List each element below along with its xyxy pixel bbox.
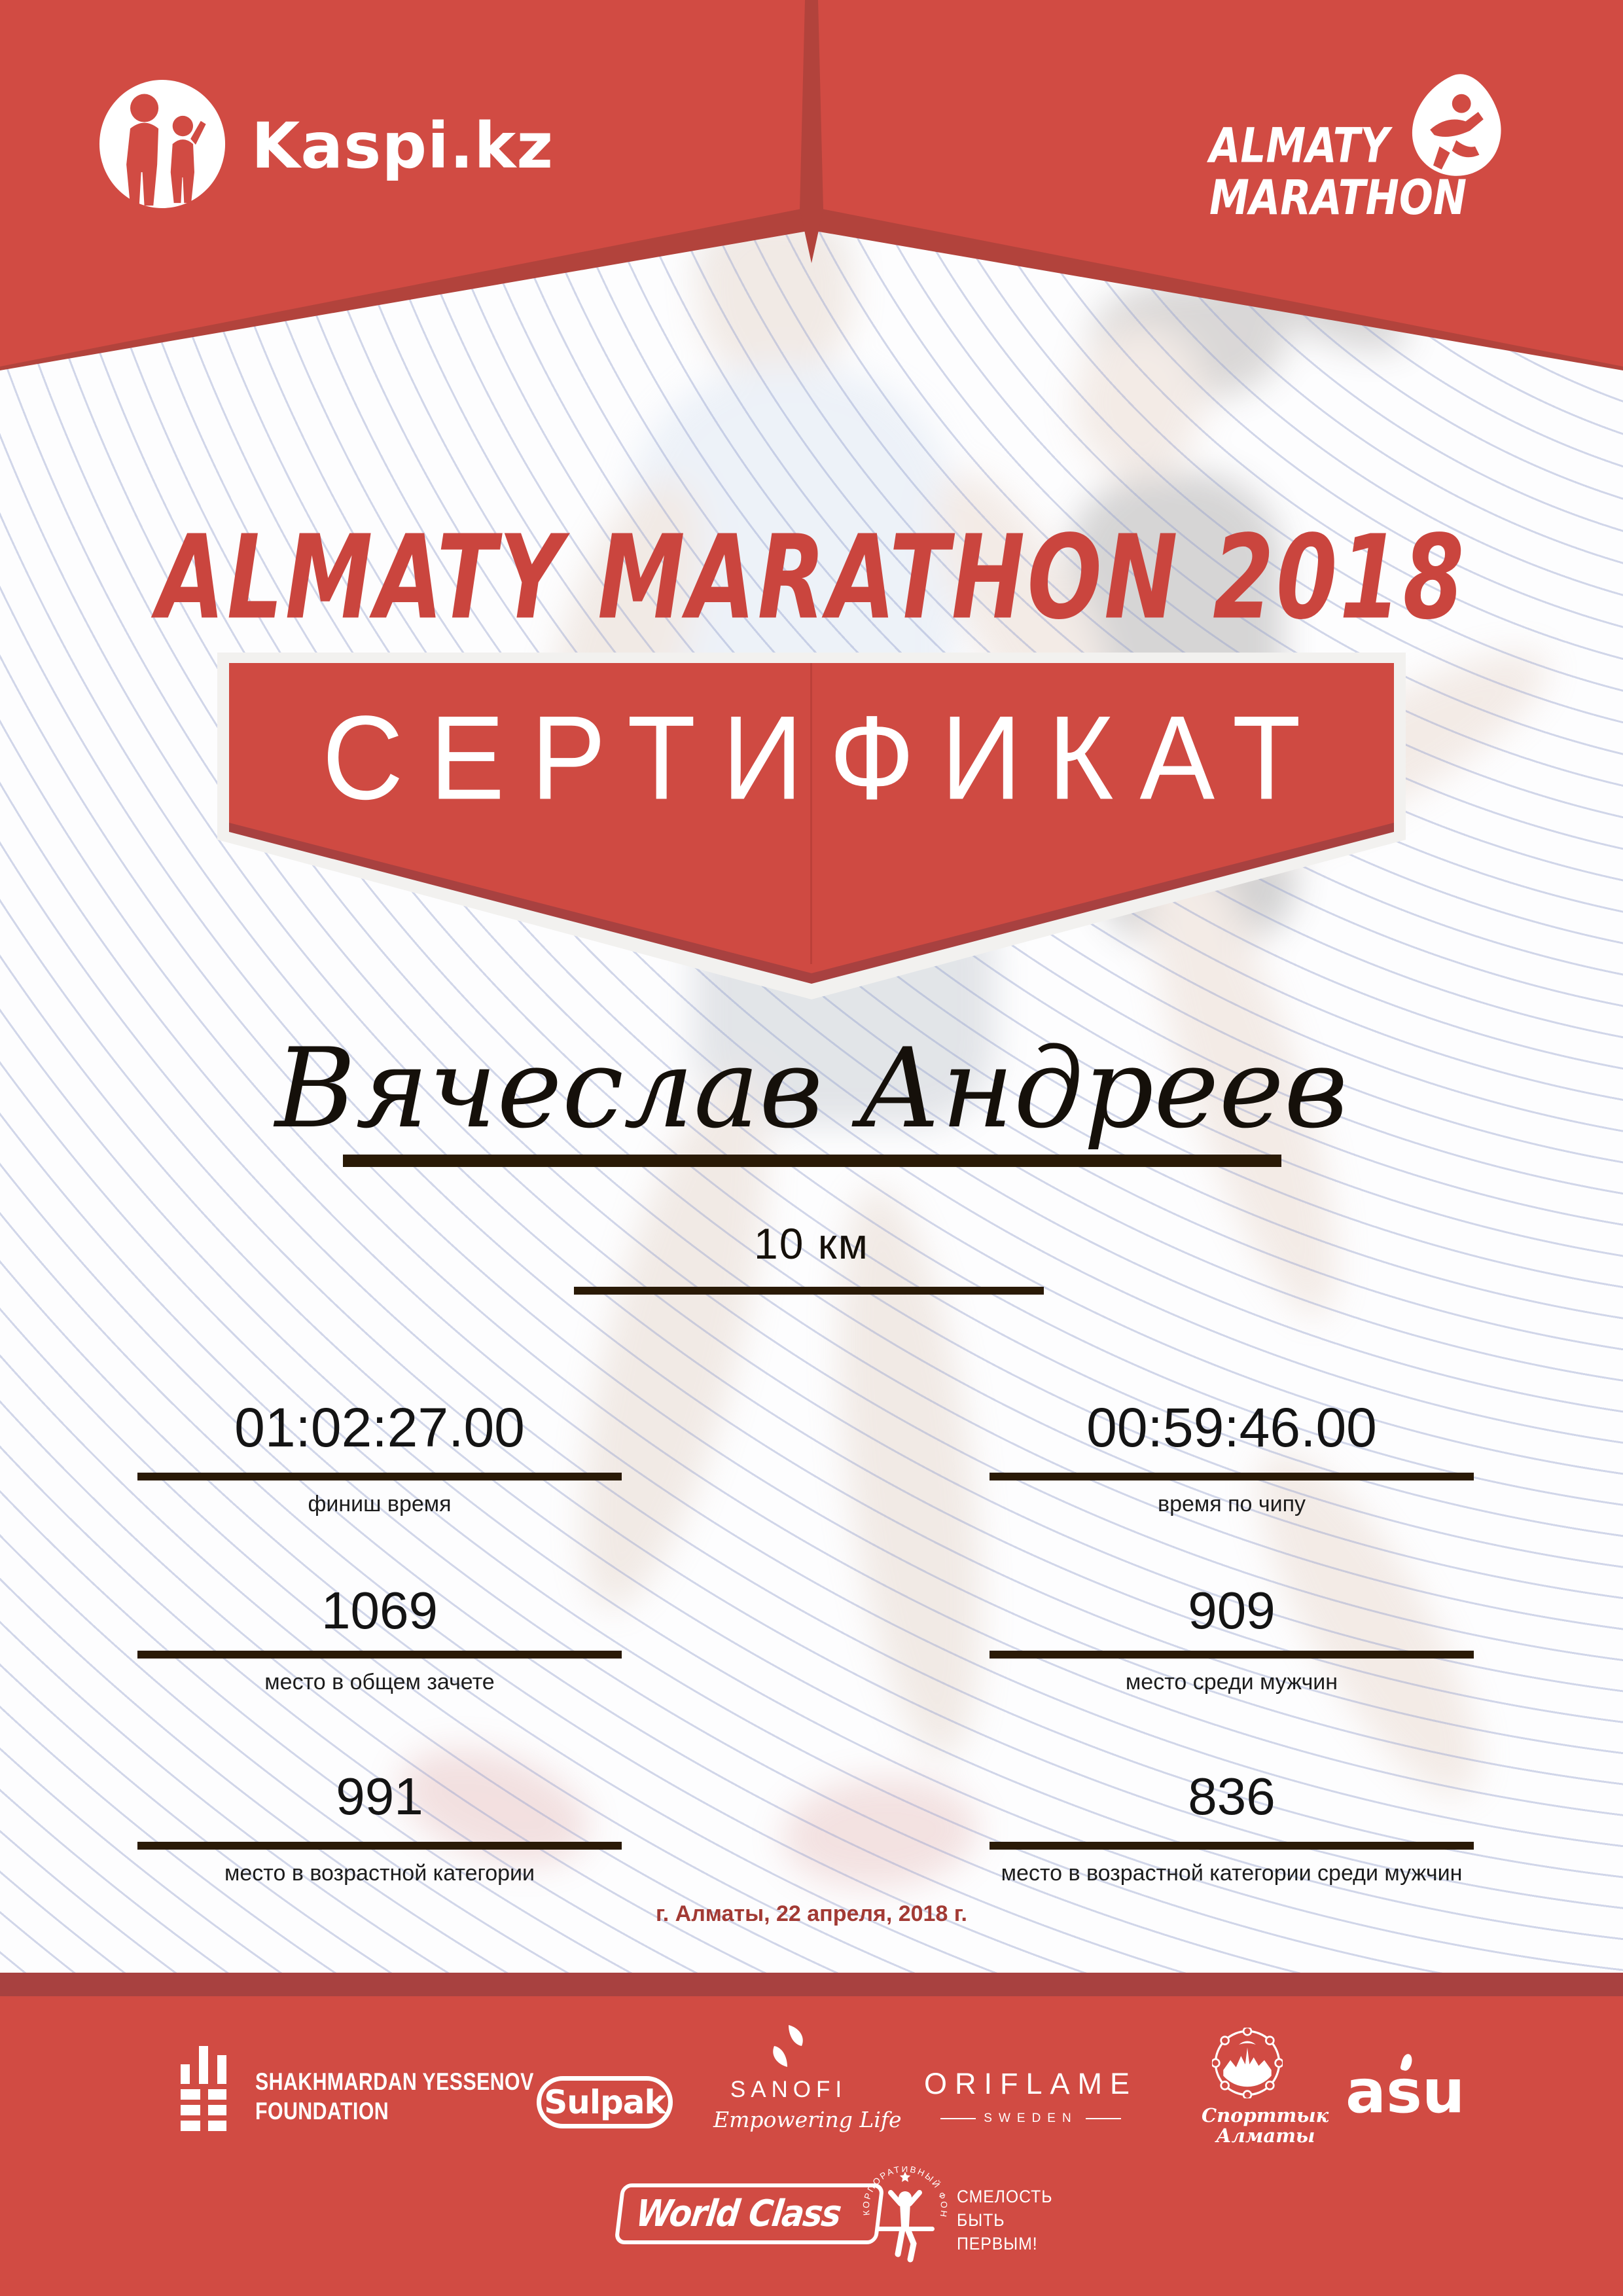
stat-overall-place-label: место в общем зачете xyxy=(264,1670,495,1695)
stat-underline xyxy=(990,1842,1474,1850)
yessenov-line2: FOUNDATION xyxy=(255,2098,389,2125)
header-ribbon: Kaspi.kz ALMATY MARATHON xyxy=(0,0,1623,471)
event-title: ALMATY MARATHON 2018 xyxy=(156,511,1467,646)
race-distance: 10 км xyxy=(754,1219,869,1268)
stat-men-place-label: место среди мужчин xyxy=(1125,1670,1338,1695)
stat-age-place-label: место в возрастной категории xyxy=(224,1861,535,1886)
certificate-banner: СЕРТИФИКАТ xyxy=(0,651,1623,1008)
almaty-marathon-runner-icon xyxy=(1402,65,1507,193)
stat-finish-time-label: финиш время xyxy=(308,1492,452,1516)
banner-crease xyxy=(810,663,812,964)
sport-almaty-line2: Алматы xyxy=(1216,2125,1315,2147)
stat-age-place-value: 991 xyxy=(336,1767,423,1825)
world-class-logo: World Class xyxy=(614,2183,885,2244)
almaty-logo-line2: MARATHON xyxy=(1209,169,1467,226)
stat-age-men-place-value: 836 xyxy=(1188,1767,1275,1825)
sanofi-logo-text: SANOFI xyxy=(730,2077,847,2102)
sanofi-tagline: Empowering Life xyxy=(713,2107,902,2132)
stat-underline xyxy=(137,1842,622,1850)
kaspi-figures-icon xyxy=(98,80,226,211)
stat-underline xyxy=(990,1651,1474,1659)
corporate-fund-runner-icon: КОРПОРАТИВНЫЙ ФОНД xyxy=(859,2159,948,2268)
stat-underline xyxy=(990,1473,1474,1480)
sulpak-logo: Sulpak xyxy=(537,2076,673,2128)
race-distance-underline xyxy=(574,1287,1044,1295)
city-date-note: г. Алматы, 22 апреля, 2018 г. xyxy=(656,1901,967,1926)
stat-men-place-value: 909 xyxy=(1188,1581,1275,1640)
footer-band xyxy=(0,1996,1623,2296)
footer-shade-strip xyxy=(0,1973,1623,1996)
sulpak-logo-text: Sulpak xyxy=(544,2083,666,2121)
stat-overall-place-value: 1069 xyxy=(321,1581,438,1640)
certificate-label: СЕРТИФИКАТ xyxy=(322,691,1327,825)
oriflame-rule-left xyxy=(940,2118,976,2119)
almaty-logo-line1: ALMATY xyxy=(1209,117,1389,173)
recipient-name-underline xyxy=(343,1155,1281,1167)
almaty-marathon-logo-text: ALMATY MARATHON xyxy=(1209,119,1467,223)
asu-logo: asu xyxy=(1346,2053,1465,2122)
sport-almaty-logo: Спорттык Алматы xyxy=(1202,2026,1329,2147)
oriflame-country-text: SWEDEN xyxy=(984,2111,1078,2125)
asu-logo-text: asu xyxy=(1346,2056,1465,2126)
stat-chip-time-value: 00:59:46.00 xyxy=(1086,1397,1377,1458)
oriflame-rule-right xyxy=(1085,2118,1121,2119)
kaspi-logo: Kaspi.kz xyxy=(98,80,554,211)
sanofi-logo: SANOFI Empowering Life xyxy=(713,2024,902,2132)
stat-finish-time-value: 01:02:27.00 xyxy=(234,1397,525,1458)
kaspi-logo-text: Kaspi.kz xyxy=(251,109,554,183)
corporate-fund-slogan: СМЕЛОСТЬ БЫТЬ ПЕРВЫМ! xyxy=(957,2185,1052,2255)
sanofi-bird-icon xyxy=(768,2025,809,2072)
world-class-logo-text: World Class xyxy=(633,2193,843,2235)
oriflame-logo-text: ORIFLAME xyxy=(923,2067,1138,2100)
yessenov-line1: SHAKHMARDAN YESSENOV xyxy=(255,2068,534,2095)
yessenov-foundation-logo: SHAKHMARDAN YESSENOV FOUNDATION xyxy=(255,2067,534,2126)
stat-chip-time-label: время по чипу xyxy=(1158,1492,1306,1516)
fund-slogan-line3: ПЕРВЫМ! xyxy=(957,2234,1038,2253)
oriflame-logo: ORIFLAME SWEDEN xyxy=(921,2067,1140,2126)
fund-slogan-line1: СМЕЛОСТЬ xyxy=(957,2187,1053,2206)
sport-almaty-emblem-icon xyxy=(1211,2026,1284,2101)
yessenov-foundation-icon xyxy=(181,2046,228,2136)
sport-almaty-logo-text: Спорттык Алматы xyxy=(1202,2104,1329,2147)
recipient-name: Вячеслав Андреев xyxy=(275,1024,1348,1153)
stat-underline xyxy=(137,1651,622,1659)
fund-slogan-line2: БЫТЬ xyxy=(957,2210,1005,2230)
sport-almaty-line1: Спорттык xyxy=(1202,2104,1329,2126)
stat-underline xyxy=(137,1473,622,1480)
stat-age-men-place-label: место в возрастной категории среди мужчи… xyxy=(1001,1861,1463,1886)
